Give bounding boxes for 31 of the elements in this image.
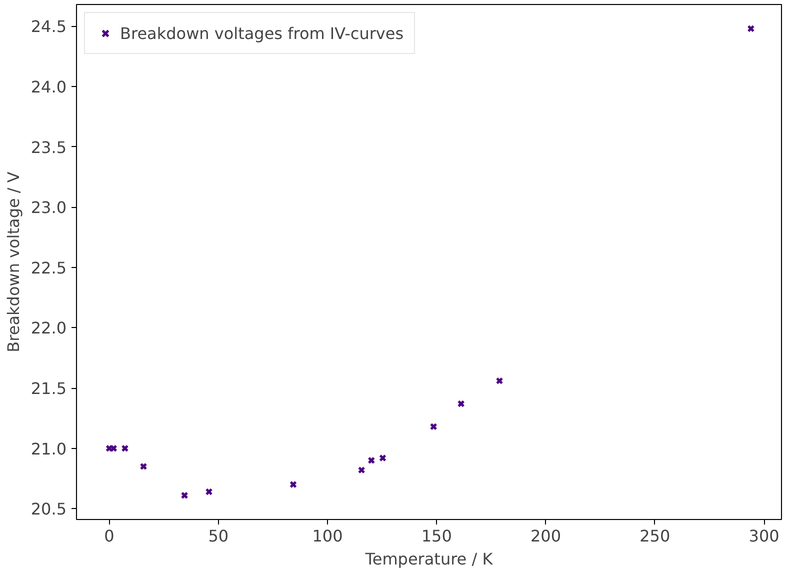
y-tick-label: 21.5 xyxy=(30,379,66,398)
y-tick-label: 24.5 xyxy=(30,17,66,36)
legend-label: Breakdown voltages from IV-curves xyxy=(120,24,404,42)
x-tick-label: 100 xyxy=(312,526,343,546)
point xyxy=(290,480,297,488)
x-tick-label: 200 xyxy=(530,526,562,546)
point xyxy=(140,462,148,470)
y-tick-label: 23.5 xyxy=(30,138,66,157)
x-tick-label: 0 xyxy=(104,526,114,546)
point xyxy=(457,400,465,408)
y-tick-label: 22.5 xyxy=(30,258,66,278)
x-tick-label: 150 xyxy=(421,526,452,546)
y-tick-label: 24.0 xyxy=(30,78,66,97)
point xyxy=(747,24,755,32)
x-tick-label: 50 xyxy=(208,526,229,546)
point xyxy=(358,466,366,474)
point xyxy=(496,377,504,385)
point xyxy=(180,492,188,500)
y-tick-label: 22.0 xyxy=(30,318,66,338)
y-axis-title: Breakdown voltage / V xyxy=(4,172,23,352)
y-tick-label: 23.0 xyxy=(30,198,66,218)
point xyxy=(368,456,376,464)
point xyxy=(121,444,129,452)
point xyxy=(205,488,213,496)
x-tick-label: 300 xyxy=(748,526,780,546)
point xyxy=(430,422,438,430)
y-tick-label: 21.0 xyxy=(30,439,66,458)
point xyxy=(379,454,386,462)
x-axis-title: Temperature / K xyxy=(364,550,494,568)
x-tick-label: 250 xyxy=(640,526,670,546)
y-tick-label: 20.5 xyxy=(30,500,66,519)
